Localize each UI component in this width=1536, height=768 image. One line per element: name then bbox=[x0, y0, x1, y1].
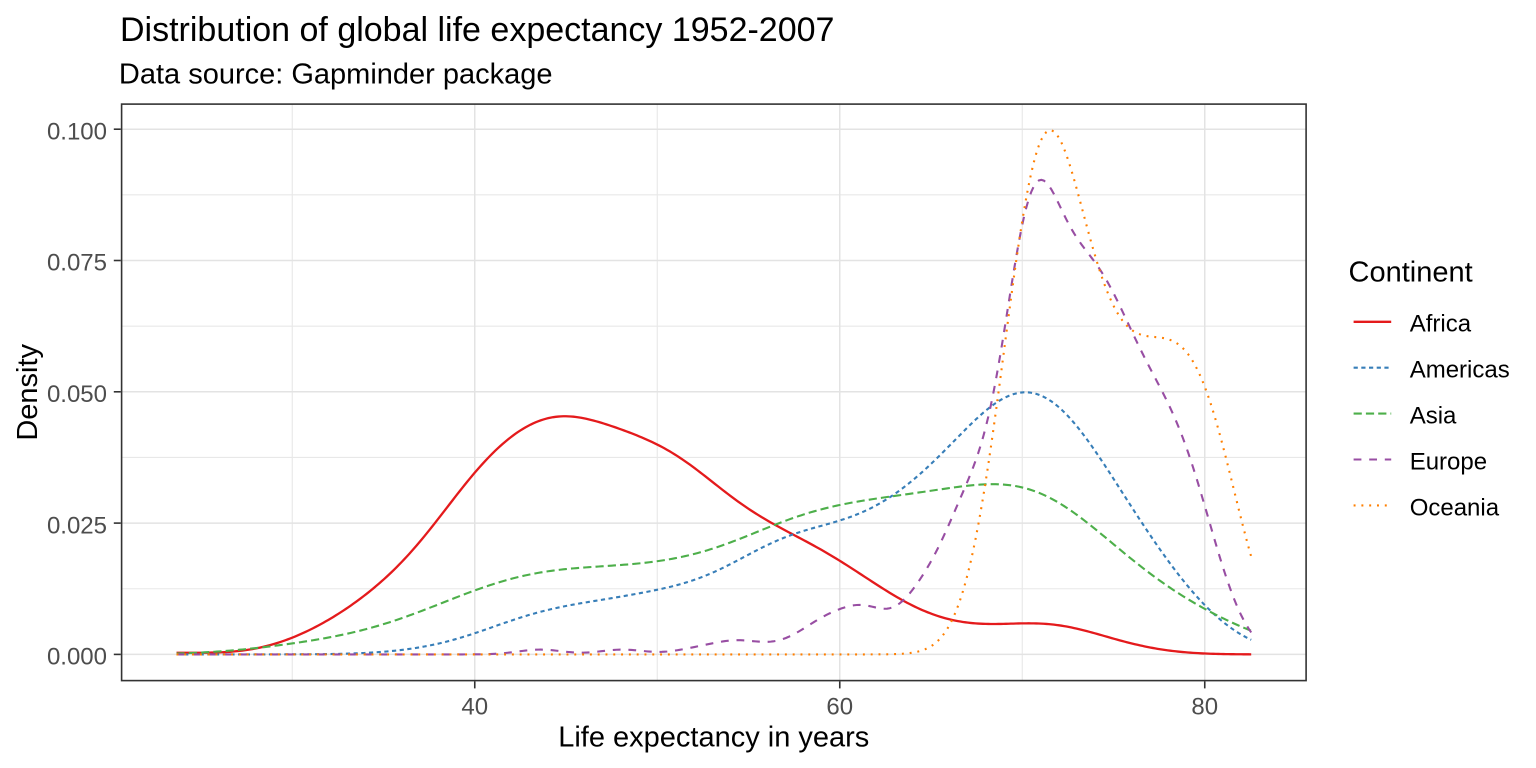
svg-text:0.025: 0.025 bbox=[47, 512, 107, 539]
svg-text:Data source: Gapminder package: Data source: Gapminder package bbox=[119, 59, 553, 91]
svg-text:Continent: Continent bbox=[1349, 257, 1473, 289]
svg-text:Oceania: Oceania bbox=[1410, 494, 1500, 521]
svg-text:0.000: 0.000 bbox=[47, 644, 107, 671]
svg-text:Americas: Americas bbox=[1410, 357, 1510, 384]
svg-text:Asia: Asia bbox=[1410, 403, 1457, 430]
svg-text:40: 40 bbox=[461, 693, 488, 720]
svg-text:0.075: 0.075 bbox=[47, 250, 107, 277]
svg-text:0.050: 0.050 bbox=[47, 381, 107, 408]
svg-text:Africa: Africa bbox=[1410, 311, 1472, 338]
svg-text:0.100: 0.100 bbox=[47, 118, 107, 145]
svg-text:80: 80 bbox=[1191, 693, 1218, 720]
svg-text:Distribution of global life ex: Distribution of global life expectancy 1… bbox=[120, 11, 834, 49]
svg-text:Life expectancy in years: Life expectancy in years bbox=[558, 722, 869, 754]
svg-text:60: 60 bbox=[826, 693, 853, 720]
svg-text:Europe: Europe bbox=[1410, 448, 1487, 475]
svg-text:Density: Density bbox=[12, 343, 44, 440]
